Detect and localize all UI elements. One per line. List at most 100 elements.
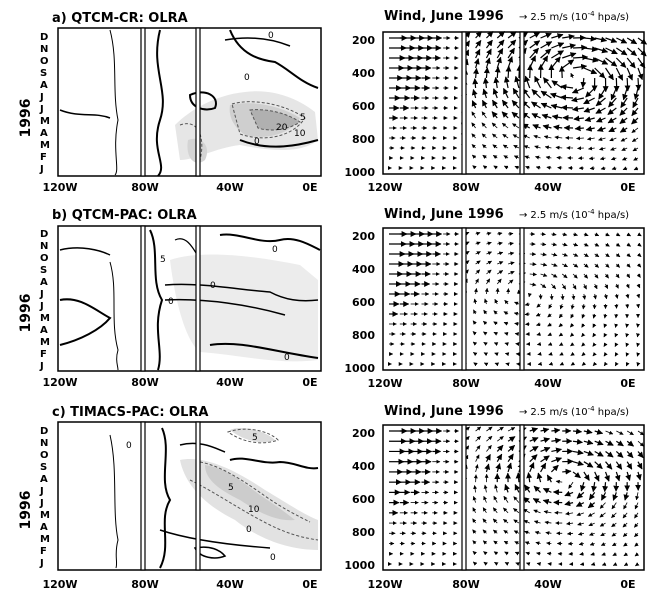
wind-vector	[486, 435, 493, 442]
wind-vector	[555, 145, 563, 150]
svg-text:M: M	[40, 534, 50, 545]
wind-vector	[603, 293, 608, 300]
wind-vector	[626, 47, 637, 57]
wind-vector	[486, 251, 493, 256]
wind-vector	[503, 507, 509, 514]
wind-vector	[583, 35, 597, 42]
svg-text:S: S	[40, 462, 47, 473]
wind-vector	[551, 273, 558, 278]
wind-vector	[581, 303, 586, 310]
wind-vector	[560, 293, 565, 301]
wind-panel-c: Wind, June 1996 → 2.5 m/s (10-4 hpa/s) 20…	[344, 404, 645, 591]
wind-vector	[537, 351, 542, 356]
svg-text:O: O	[40, 450, 49, 461]
wind-vector	[581, 332, 586, 338]
wind-vector	[604, 273, 609, 279]
wind-vector	[493, 331, 499, 336]
wind-vector	[564, 490, 574, 497]
wind-vector	[471, 111, 476, 119]
wind-vector	[482, 540, 488, 545]
wind-vector	[602, 482, 609, 493]
wind-vector	[566, 531, 574, 536]
wind-vector	[566, 521, 574, 526]
wind-vector	[616, 440, 624, 447]
svg-text:S: S	[40, 68, 47, 79]
wind-vector	[600, 166, 606, 171]
wind-vector	[493, 321, 498, 326]
svg-text:O: O	[40, 253, 49, 264]
wind-vector	[562, 43, 576, 50]
wind-vector	[497, 261, 504, 265]
wind-vector	[637, 440, 645, 447]
wind-vector	[637, 242, 642, 247]
wind-vector	[596, 116, 606, 123]
wind-vector	[471, 144, 476, 149]
wind-vector	[575, 501, 585, 507]
svg-text:A: A	[40, 277, 48, 288]
wind-vector	[471, 122, 476, 129]
wind-vector	[555, 479, 563, 484]
wind-vector	[587, 512, 595, 517]
wind-vector	[637, 47, 647, 57]
wind-vector	[496, 453, 503, 463]
svg-text:M: M	[40, 140, 50, 151]
wind-vector	[551, 447, 563, 454]
wind-vector	[594, 232, 600, 237]
wind-vector	[507, 427, 516, 432]
wind-vector	[599, 512, 606, 518]
wind-vector	[503, 165, 509, 170]
wind-vector	[593, 471, 600, 482]
wind-vector	[502, 144, 509, 149]
wind-vector	[493, 310, 498, 315]
wind-vector	[504, 342, 509, 347]
wind-vector	[572, 428, 583, 435]
wind-vector	[576, 491, 585, 499]
wind-vector	[604, 471, 610, 482]
wind-vector	[583, 283, 587, 290]
wind-vector	[588, 146, 595, 151]
svg-text:A: A	[40, 128, 48, 139]
wind-vector	[472, 561, 478, 566]
wind-vector	[551, 33, 564, 40]
wind-vector	[583, 253, 589, 257]
wind-vector	[473, 58, 480, 69]
wind-vector	[558, 322, 563, 328]
wind-vector	[525, 165, 530, 170]
wind-vector	[501, 99, 509, 109]
wind-vector	[529, 32, 541, 39]
wind-vector	[636, 293, 641, 299]
wind-vector	[540, 462, 547, 473]
wind-vector	[614, 471, 621, 482]
wind-vector	[637, 451, 644, 459]
wind-vector	[473, 288, 478, 295]
wind-vector	[471, 154, 477, 159]
svg-text:400: 400	[352, 67, 375, 80]
wind-vector	[543, 510, 552, 515]
wind-vector	[475, 260, 481, 265]
svg-text:40W: 40W	[534, 181, 561, 194]
wind-vector	[599, 522, 606, 527]
panel-b-title: b) QTCM-PAC: OLRA	[52, 208, 197, 223]
wind-vector	[594, 263, 599, 268]
wind-vector	[494, 362, 500, 367]
wind-vector	[482, 88, 489, 99]
wind-vector	[631, 117, 639, 125]
wind-vector	[547, 313, 552, 318]
wind-vector	[594, 428, 604, 435]
wind-vector	[572, 242, 579, 247]
wind-vector	[625, 323, 630, 328]
wind-vector	[503, 321, 509, 326]
wind-vector	[554, 135, 563, 140]
wind-vector	[635, 562, 640, 567]
wind-vector	[524, 484, 531, 493]
wind-vector	[501, 122, 509, 129]
wind-vector	[494, 352, 499, 357]
wind-vector	[564, 500, 574, 507]
svg-text:O: O	[40, 56, 49, 67]
wind-vector	[483, 362, 489, 367]
wind-vector	[594, 57, 609, 65]
wind-vector	[561, 283, 567, 290]
wind-vector	[589, 532, 595, 536]
wind-vector	[493, 529, 498, 534]
wind-vector	[536, 341, 542, 346]
